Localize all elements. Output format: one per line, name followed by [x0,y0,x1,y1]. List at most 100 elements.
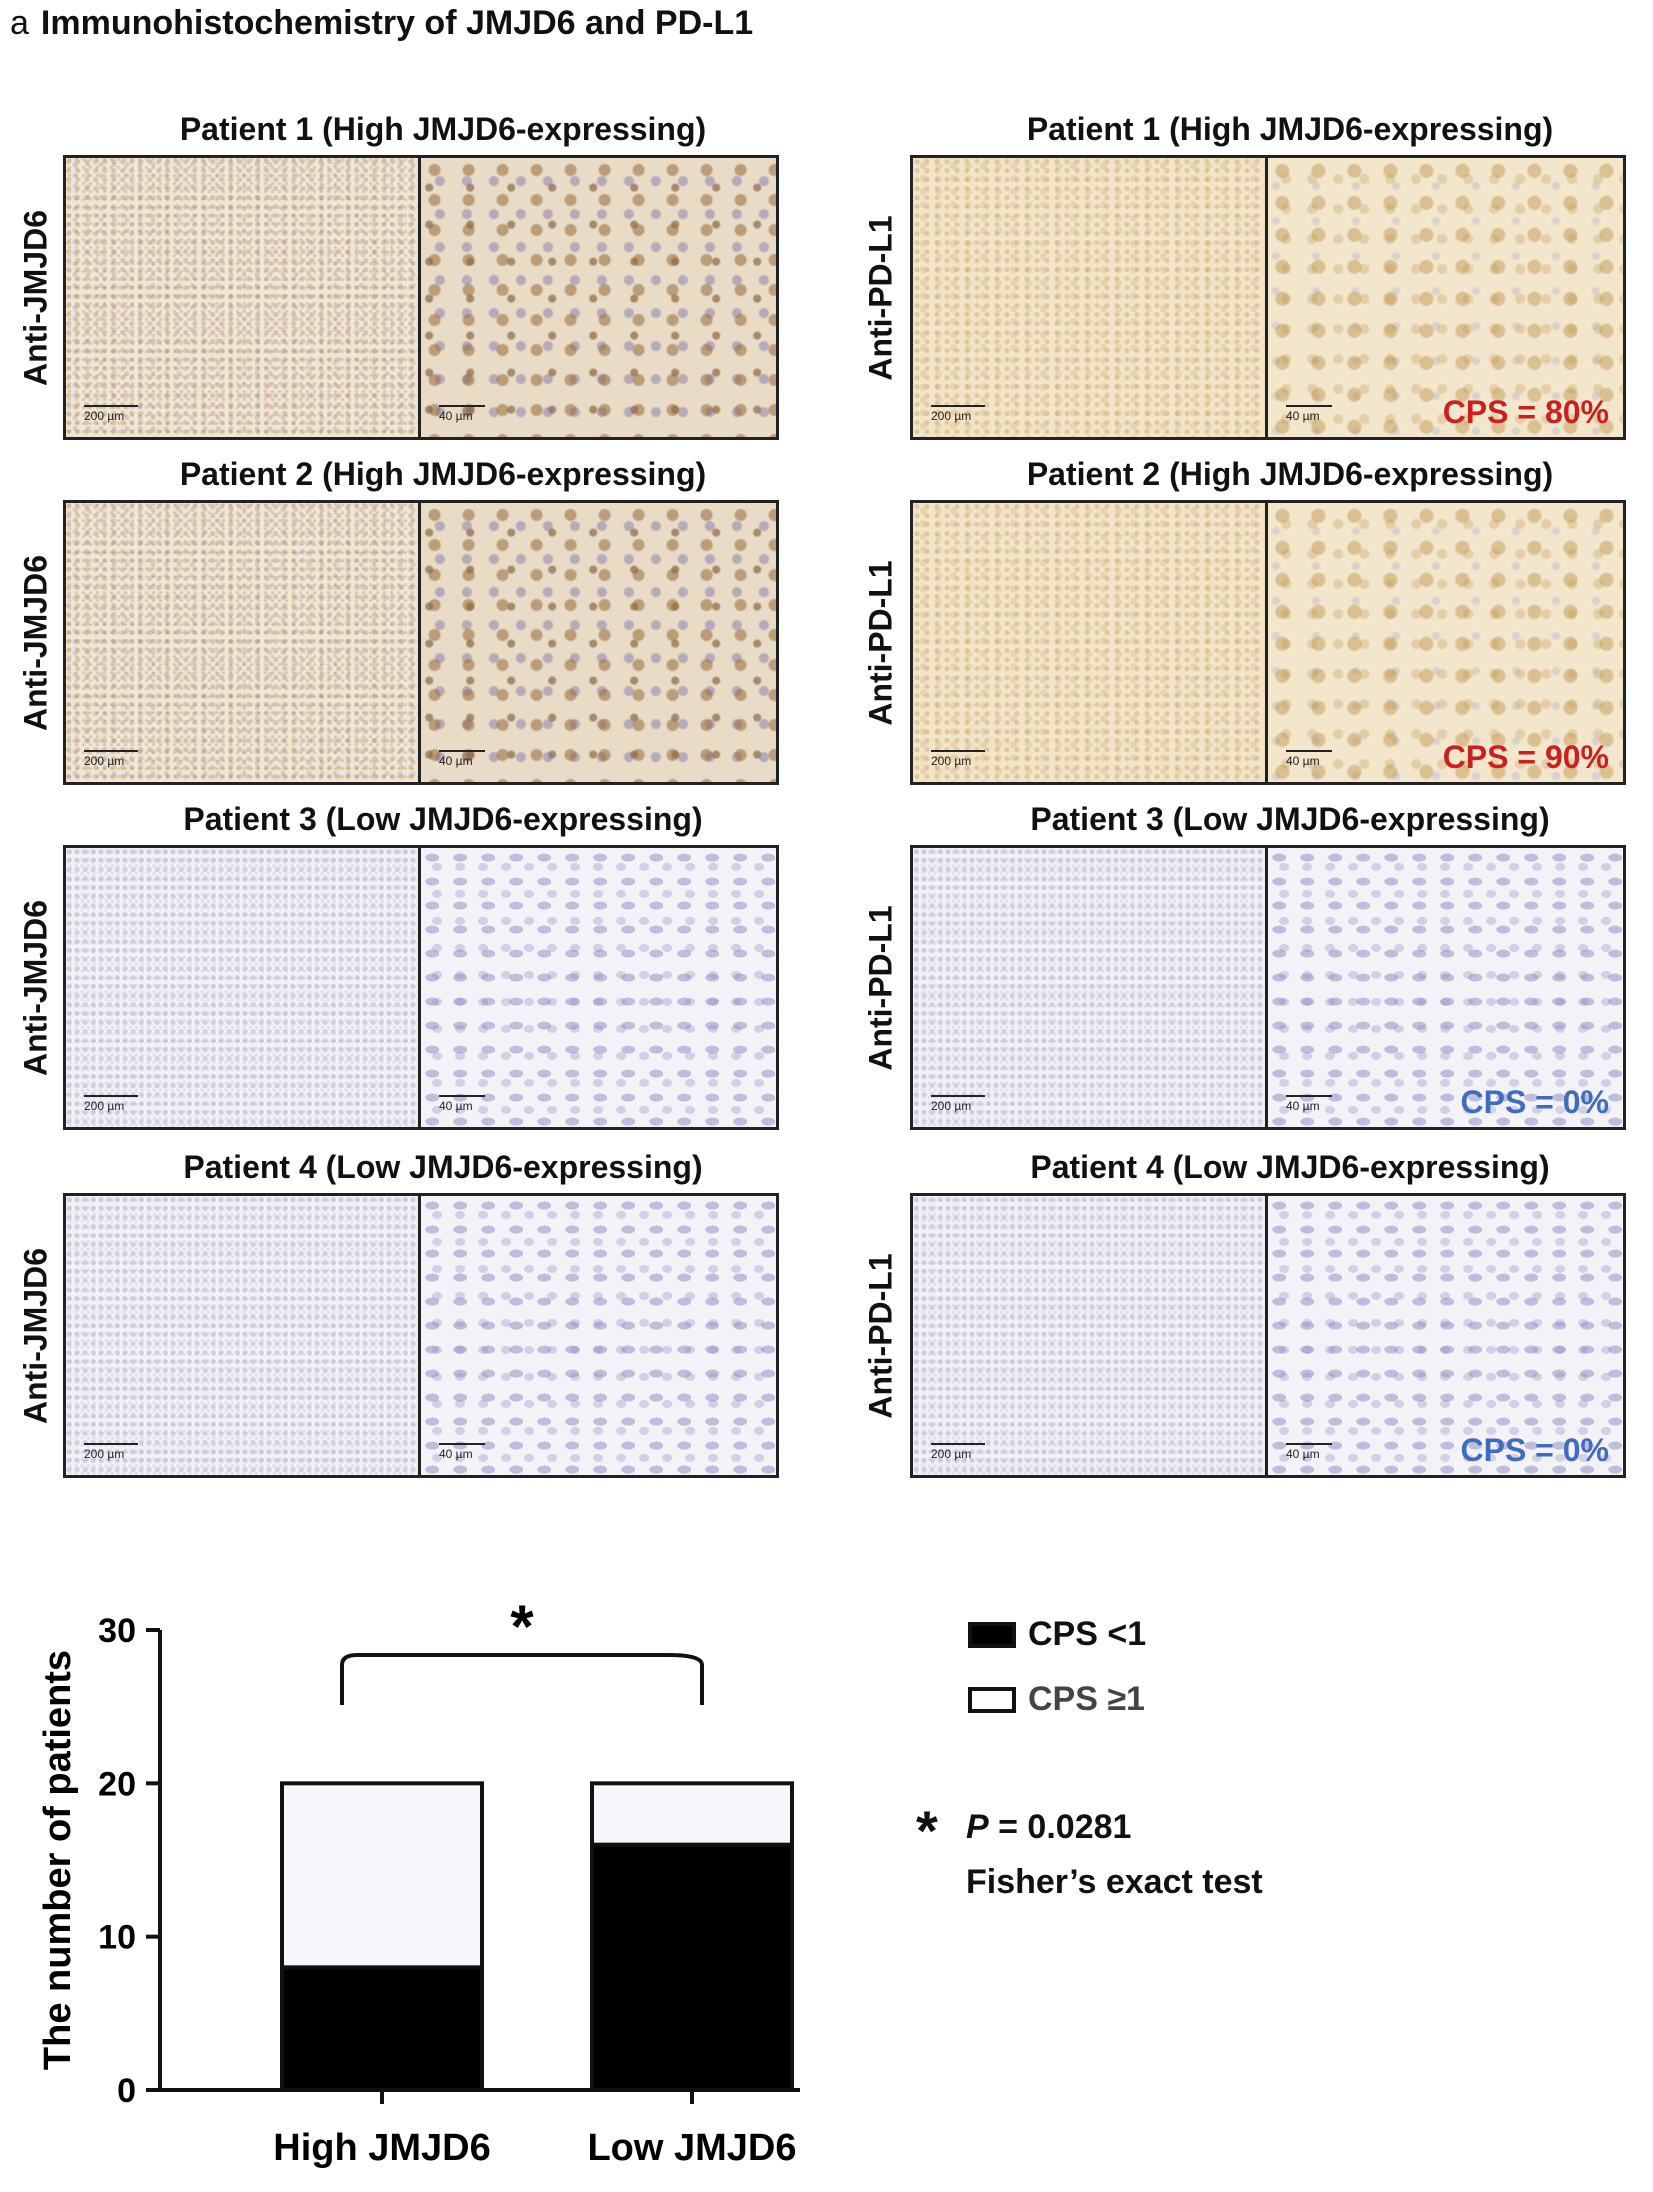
stain-label: Anti-PD-L1 [862,904,899,1071]
stain-label: Anti-PD-L1 [862,1252,899,1419]
panel-title: Patient 1 (High JMJD6-expressing) [179,111,707,147]
scale-bar-line [84,750,138,752]
panel-letter: a [10,4,29,42]
significance-star: * [916,1799,938,1862]
significance-bracket [340,1653,704,1705]
y-tick-label: 20 [98,1765,136,1803]
low-magnification-image: 200 µm [66,158,421,437]
cps-score: CPS = 0% [1460,1432,1609,1468]
panel-title: Patient 4 (Low JMJD6-expressing) [183,1149,703,1185]
micrograph-panel: 200 µm 40 µm CPS = 90% [910,500,1626,785]
scale-bar: 40 µm [1286,405,1332,423]
scale-bar: 200 µm [931,1443,985,1461]
p-value-line: * P = 0.0281 [916,1799,1131,1862]
scale-bar: 40 µm [439,405,485,423]
panel-title: Patient 2 (High JMJD6-expressing) [179,456,707,492]
scale-bar: 200 µm [931,405,985,423]
legend-item-cps-ge1: CPS ≥1 [968,1680,1145,1719]
bar-segment-cps-lt1 [280,1965,484,2093]
low-magnification-image: 200 µm [66,848,421,1127]
scale-bar-label: 40 µm [439,409,473,423]
scale-bar: 200 µm [84,1443,138,1461]
stain-label: Anti-JMJD6 [17,1247,54,1424]
scale-bar-line [439,1095,485,1097]
panel-title: Patient 4 (Low JMJD6-expressing) [1030,1149,1550,1185]
scale-bar-line [1286,405,1332,407]
high-magnification-image: 40 µm [421,158,776,437]
y-tick-label: 30 [98,1612,136,1650]
scale-bar: 200 µm [84,405,138,423]
scale-bar: 200 µm [84,1095,138,1113]
scale-bar-line [931,1443,985,1445]
significance-marker: * [510,1593,534,1660]
scale-bar: 40 µm [439,1095,485,1113]
p-label: P [966,1808,989,1846]
micrograph-panel: 200 µm 40 µm [63,155,779,440]
legend-swatch-white [968,1686,1016,1713]
scale-bar-line [931,750,985,752]
scale-bar: 40 µm [1286,1443,1332,1461]
y-axis-label: The number of patients [37,1650,79,2070]
x-tick-label: High JMJD6 [273,2127,490,2169]
high-magnification-image: 40 µm [421,503,776,782]
scale-bar-label: 200 µm [84,1099,125,1113]
micrograph-panel: 200 µm 40 µm [63,1193,779,1478]
scale-bar-line [439,750,485,752]
panel-title: Patient 2 (High JMJD6-expressing) [1026,456,1554,492]
micrograph-panel: 200 µm 40 µm CPS = 0% [910,1193,1626,1478]
scale-bar: 40 µm [1286,1095,1332,1113]
scale-bar-line [1286,1443,1332,1445]
scale-bar-label: 200 µm [84,1447,125,1461]
scale-bar: 200 µm [84,750,138,768]
high-magnification-image: 40 µm CPS = 0% [1268,1196,1623,1475]
scale-bar-line [439,1443,485,1445]
low-magnification-image: 200 µm [66,503,421,782]
panel-title: Patient 3 (Low JMJD6-expressing) [183,801,703,837]
micrograph-panel: 200 µm 40 µm [63,500,779,785]
scale-bar-label: 200 µm [931,1099,972,1113]
scale-bar-label: 40 µm [439,1447,473,1461]
scale-bar-line [1286,750,1332,752]
scale-bar-line [1286,1095,1332,1097]
stain-label: Anti-JMJD6 [17,209,54,386]
scale-bar-label: 200 µm [931,409,972,423]
scale-bar-label: 40 µm [1286,1447,1320,1461]
heading-text: Immunohistochemistry of JMJD6 and PD-L1 [40,4,754,42]
scale-bar-label: 200 µm [931,754,972,768]
figure-heading: a Immunohistochemistry of JMJD6 and PD-L1 [10,4,753,43]
scale-bar: 200 µm [931,1095,985,1113]
cps-score: CPS = 0% [1460,1084,1609,1120]
scale-bar-line [84,1095,138,1097]
x-tick-label: Low JMJD6 [587,2127,796,2169]
scale-bar-label: 40 µm [1286,409,1320,423]
micrograph-panel: 200 µm 40 µm [63,845,779,1130]
scale-bar-line [84,1443,138,1445]
scale-bar-label: 40 µm [439,1099,473,1113]
cps-score: CPS = 90% [1442,739,1609,775]
bar-segment-cps-lt1 [590,1842,794,2092]
stain-label: Anti-JMJD6 [17,554,54,731]
scale-bar-label: 200 µm [84,754,125,768]
stain-label: Anti-PD-L1 [862,214,899,381]
stain-label: Anti-PD-L1 [862,559,899,726]
bar-segment-cps-ge1 [280,1781,484,1970]
high-magnification-image: 40 µm [421,848,776,1127]
legend-label: CPS <1 [1028,1615,1147,1653]
scale-bar: 200 µm [931,750,985,768]
test-name: Fisher’s exact test [966,1863,1263,1901]
high-magnification-image: 40 µm CPS = 80% [1268,158,1623,437]
low-magnification-image: 200 µm [913,1196,1268,1475]
legend-item-cps-lt1: CPS <1 [968,1615,1146,1654]
scale-bar-line [439,405,485,407]
scale-bar: 40 µm [439,750,485,768]
scale-bar-label: 40 µm [1286,1099,1320,1113]
stain-label: Anti-JMJD6 [17,899,54,1076]
stacked-bar-chart: 0 10 20 30 The number of patients High JMJD6 L… [37,1593,800,2169]
scale-bar: 40 µm [1286,750,1332,768]
y-tick-label: 10 [98,1919,136,1957]
scale-bar-label: 40 µm [439,754,473,768]
legend-swatch-black [968,1621,1016,1648]
low-magnification-image: 200 µm [913,503,1268,782]
scale-bar-line [84,405,138,407]
panel-title: Patient 3 (Low JMJD6-expressing) [1030,801,1550,837]
